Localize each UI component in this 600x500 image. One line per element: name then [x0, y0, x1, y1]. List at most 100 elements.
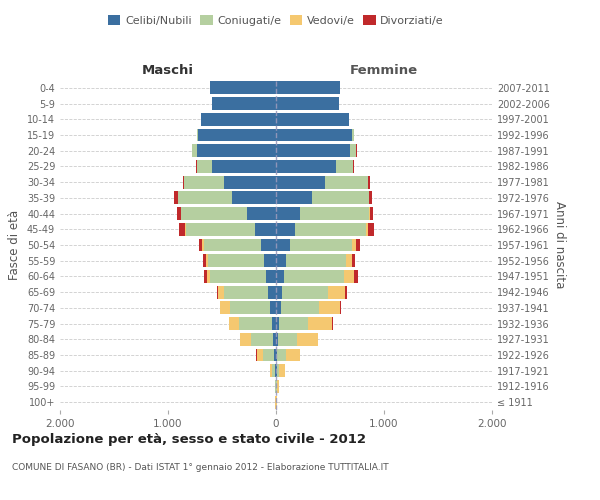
- Text: COMUNE DI FASANO (BR) - Dati ISTAT 1° gennaio 2012 - Elaborazione TUTTITALIA.IT: COMUNE DI FASANO (BR) - Dati ISTAT 1° ge…: [12, 462, 389, 471]
- Bar: [279, 317, 308, 330]
- Bar: [247, 207, 276, 220]
- Bar: [179, 223, 185, 235]
- Bar: [276, 192, 312, 204]
- Bar: [332, 317, 333, 330]
- Bar: [272, 364, 275, 377]
- Bar: [276, 333, 278, 345]
- Bar: [274, 333, 276, 345]
- Bar: [212, 160, 276, 173]
- Bar: [224, 286, 268, 298]
- Bar: [256, 223, 276, 235]
- Bar: [263, 348, 274, 362]
- Bar: [297, 333, 318, 345]
- Bar: [368, 176, 370, 188]
- Bar: [276, 348, 277, 362]
- Bar: [178, 192, 232, 204]
- Bar: [202, 113, 276, 126]
- Bar: [276, 302, 281, 314]
- Bar: [203, 238, 261, 252]
- Bar: [241, 333, 251, 345]
- Bar: [276, 160, 337, 173]
- Bar: [276, 128, 352, 141]
- Bar: [251, 333, 274, 345]
- Bar: [368, 223, 374, 235]
- Bar: [182, 176, 184, 188]
- Bar: [340, 302, 341, 314]
- Bar: [356, 238, 360, 252]
- Bar: [308, 317, 332, 330]
- Bar: [312, 192, 369, 204]
- Bar: [282, 286, 328, 298]
- Bar: [271, 364, 272, 377]
- Bar: [229, 317, 239, 330]
- Bar: [203, 254, 206, 267]
- Bar: [337, 160, 353, 173]
- Bar: [276, 144, 350, 157]
- Y-axis label: Anni di nascita: Anni di nascita: [553, 202, 566, 288]
- Bar: [230, 302, 269, 314]
- Bar: [175, 192, 178, 204]
- Bar: [277, 348, 286, 362]
- Bar: [204, 270, 207, 283]
- Bar: [276, 113, 349, 126]
- Bar: [268, 286, 276, 298]
- Bar: [276, 254, 286, 267]
- Bar: [276, 364, 277, 377]
- Bar: [286, 348, 300, 362]
- Bar: [365, 223, 368, 235]
- Bar: [369, 207, 370, 220]
- Bar: [352, 238, 356, 252]
- Bar: [218, 286, 224, 298]
- Text: Popolazione per età, sesso e stato civile - 2012: Popolazione per età, sesso e stato civil…: [12, 432, 366, 446]
- Bar: [344, 286, 347, 298]
- Bar: [177, 207, 181, 220]
- Bar: [277, 364, 278, 377]
- Bar: [212, 97, 276, 110]
- Bar: [272, 317, 276, 330]
- Bar: [202, 238, 203, 252]
- Bar: [187, 223, 256, 235]
- Bar: [286, 254, 346, 267]
- Bar: [276, 176, 325, 188]
- Bar: [197, 128, 198, 141]
- Bar: [197, 160, 212, 173]
- Bar: [266, 270, 276, 283]
- Bar: [354, 270, 358, 283]
- Bar: [276, 317, 279, 330]
- Bar: [301, 207, 369, 220]
- Bar: [344, 270, 354, 283]
- Bar: [295, 223, 365, 235]
- Bar: [210, 270, 266, 283]
- Bar: [276, 238, 290, 252]
- Bar: [207, 270, 210, 283]
- Bar: [239, 317, 272, 330]
- Bar: [278, 364, 285, 377]
- Bar: [284, 270, 344, 283]
- Bar: [184, 176, 224, 188]
- Bar: [346, 254, 352, 267]
- Bar: [370, 192, 373, 204]
- Bar: [210, 82, 276, 94]
- Bar: [276, 223, 295, 235]
- Bar: [328, 286, 344, 298]
- Bar: [257, 348, 263, 362]
- Bar: [198, 128, 276, 141]
- Bar: [269, 302, 276, 314]
- Bar: [281, 302, 319, 314]
- Bar: [185, 223, 187, 235]
- Bar: [290, 238, 352, 252]
- Text: Femmine: Femmine: [350, 64, 418, 77]
- Bar: [325, 176, 368, 188]
- Bar: [370, 207, 373, 220]
- Bar: [217, 286, 218, 298]
- Bar: [192, 144, 197, 157]
- Bar: [352, 254, 355, 267]
- Legend: Celibi/Nubili, Coniugati/e, Vedovi/e, Divorziati/e: Celibi/Nubili, Coniugati/e, Vedovi/e, Di…: [104, 10, 448, 30]
- Bar: [319, 302, 340, 314]
- Bar: [181, 207, 247, 220]
- Bar: [276, 82, 340, 94]
- Bar: [206, 254, 208, 267]
- Bar: [277, 380, 278, 393]
- Bar: [352, 128, 353, 141]
- Y-axis label: Fasce di età: Fasce di età: [8, 210, 21, 280]
